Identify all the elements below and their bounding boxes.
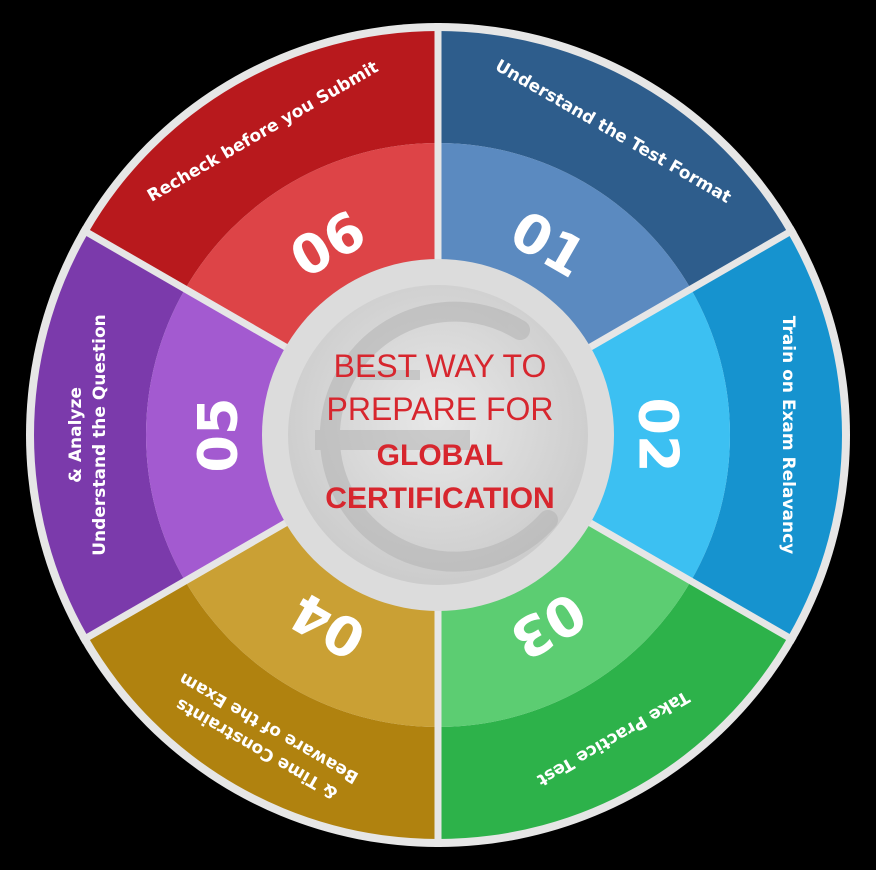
center-title: BEST WAY TO PREPARE FOR GLOBAL CERTIFICA…	[325, 348, 554, 515]
divider-5	[79, 506, 310, 645]
segment-1-inner-band	[438, 143, 691, 360]
segment-5-number: 05	[187, 397, 250, 472]
divider-3	[566, 506, 797, 645]
segment-5-inner-band	[146, 289, 309, 581]
segment-2-label-line-1: Train on Exam Relavancy	[778, 316, 798, 555]
divider-2	[566, 225, 797, 364]
segment-5-outer-band	[33, 233, 186, 637]
center-line-2: PREPARE FOR	[327, 391, 554, 427]
segment-4-inner-band	[185, 510, 438, 727]
segments-layer	[33, 31, 842, 839]
segment-6-inner-band	[185, 143, 438, 360]
e-letter-watermark-icon	[315, 301, 558, 572]
center-line-4: CERTIFICATION	[325, 482, 554, 515]
center-line-3: GLOBAL	[377, 439, 504, 472]
segment-3-inner-band	[438, 510, 691, 727]
segment-5-label-line-1: Understand the Question	[90, 314, 110, 556]
divider-6	[79, 225, 310, 364]
segment-6-outer-band	[88, 31, 439, 289]
segment-2-inner-band	[567, 289, 730, 581]
center-line-1: BEST WAY TO	[334, 348, 547, 384]
dividers-layer	[79, 23, 797, 847]
segment-4-outer-band	[88, 581, 439, 839]
segment-5-label-line-2: & Analyze	[66, 387, 86, 483]
segment-2-number: 02	[627, 397, 690, 472]
segment-3-outer-band	[438, 581, 788, 839]
segment-2-outer-band	[690, 233, 842, 637]
segment-1-outer-band	[438, 31, 788, 289]
